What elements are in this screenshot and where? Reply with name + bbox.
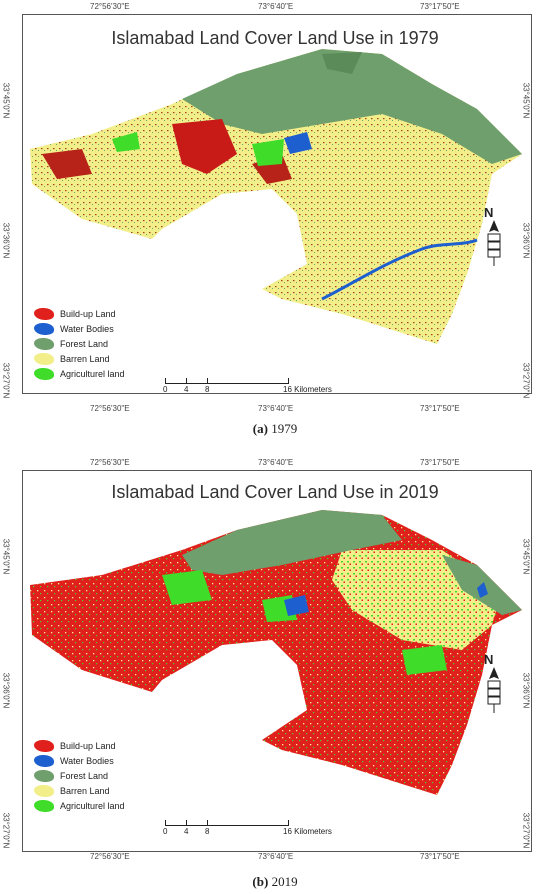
legend-item-agri: Agriculturel land xyxy=(34,366,125,381)
scale-label: 4 xyxy=(184,827,189,836)
top-tick-2: 73°6'40"E xyxy=(258,2,294,11)
north-arrow: N xyxy=(484,652,504,713)
left-tick-1: 33°45'0"N xyxy=(1,82,11,119)
legend-item-water: Water Bodies xyxy=(34,753,125,768)
barren-swatch xyxy=(34,352,54,365)
map-title: Islamabad Land Cover Land Use in 1979 xyxy=(111,28,439,48)
map-title: Islamabad Land Cover Land Use in 2019 xyxy=(111,482,439,502)
right-tick-3: 33°27'0"N xyxy=(521,362,531,399)
north-label: N xyxy=(484,652,494,667)
agri-swatch xyxy=(34,367,54,380)
forest-area xyxy=(182,510,402,575)
legend-item-forest: Forest Land xyxy=(34,768,125,783)
right-tick-1: 33°45'0"N xyxy=(521,82,531,119)
land-cover-map xyxy=(30,49,522,344)
figure-caption: (b) 2019 xyxy=(0,874,550,890)
buildup-area xyxy=(172,119,237,174)
legend-item-barren: Barren Land xyxy=(34,351,125,366)
top-tick-3: 73°17'50"E xyxy=(420,2,460,11)
bottom-tick-2: 73°6'40"E xyxy=(258,404,294,413)
legend-label: Water Bodies xyxy=(60,323,114,334)
top-tick-3: 73°17'50"E xyxy=(420,458,460,467)
legend-item-agri: Agriculturel land xyxy=(34,798,125,813)
legend-label: Forest Land xyxy=(60,338,109,349)
caption-letter: (a) xyxy=(252,421,268,436)
figure-caption: (a) 1979 xyxy=(0,421,550,437)
forest-area xyxy=(182,49,522,164)
legend-label: Water Bodies xyxy=(60,755,114,766)
barren-swatch xyxy=(34,784,54,797)
water-swatch xyxy=(34,322,54,335)
north-arrow: N xyxy=(484,205,504,266)
river xyxy=(321,238,478,301)
agri-area xyxy=(252,139,284,166)
water-swatch xyxy=(34,754,54,767)
top-tick-1: 72°56'30"E xyxy=(90,2,130,11)
land-cover-map xyxy=(30,510,522,795)
buildup-area xyxy=(42,149,92,179)
agri-area xyxy=(402,645,447,675)
buildup-swatch xyxy=(34,307,54,320)
agri-swatch xyxy=(34,799,54,812)
agri-area xyxy=(162,570,212,605)
agri-area xyxy=(112,132,140,152)
scale-label: 8 xyxy=(205,385,210,394)
right-tick-2: 33°36'0"N xyxy=(521,222,531,259)
legend-item-forest: Forest Land xyxy=(34,336,125,351)
right-tick-3: 33°27'0"N xyxy=(521,812,531,849)
compass-icon xyxy=(487,220,501,266)
water-body xyxy=(284,132,312,154)
top-tick-2: 73°6'40"E xyxy=(258,458,294,467)
left-tick-3: 33°27'0"N xyxy=(1,812,11,849)
scale-label: 0 xyxy=(163,385,168,394)
caption-letter: (b) xyxy=(252,874,269,889)
scale-label: 8 xyxy=(205,827,210,836)
left-tick-2: 33°36'0"N xyxy=(1,672,11,709)
legend-label: Build-up Land xyxy=(60,740,116,751)
scale-label: 16 Kilometers xyxy=(283,827,332,836)
legend-item-water: Water Bodies xyxy=(34,321,125,336)
forest-area xyxy=(322,52,362,74)
compass-icon xyxy=(487,667,501,713)
legend-label: Forest Land xyxy=(60,770,109,781)
right-tick-1: 33°45'0"N xyxy=(521,538,531,575)
panel-1979: 72°56'30"E 73°6'40"E 73°17'50"E Islamaba… xyxy=(0,0,550,445)
caption-text: 1979 xyxy=(271,421,298,436)
bottom-tick-3: 73°17'50"E xyxy=(420,404,460,413)
legend-label: Barren Land xyxy=(60,353,110,364)
forest-swatch xyxy=(34,769,54,782)
water-body xyxy=(284,595,309,616)
legend-item-buildup: Build-up Land xyxy=(34,306,125,321)
scale-label: 16 Kilometers xyxy=(283,385,332,394)
bottom-tick-2: 73°6'40"E xyxy=(258,852,294,861)
water-body xyxy=(477,582,488,598)
scale-bar: 0 4 8 16 Kilometers xyxy=(163,820,332,840)
scale-label: 4 xyxy=(184,385,189,394)
north-label: N xyxy=(484,205,494,220)
bottom-tick-1: 72°56'30"E xyxy=(90,852,130,861)
forest-swatch xyxy=(34,337,54,350)
bottom-tick-3: 73°17'50"E xyxy=(420,852,460,861)
legend: Build-up Land Water Bodies Forest Land B… xyxy=(34,306,125,381)
left-tick-1: 33°45'0"N xyxy=(1,538,11,575)
legend-item-buildup: Build-up Land xyxy=(34,738,125,753)
legend-label: Agriculturel land xyxy=(60,368,125,379)
legend-label: Build-up Land xyxy=(60,308,116,319)
panel-2019: 72°56'30"E 73°6'40"E 73°17'50"E Islamaba… xyxy=(0,456,550,894)
buildup-swatch xyxy=(34,739,54,752)
legend-label: Barren Land xyxy=(60,785,110,796)
legend-label: Agriculturel land xyxy=(60,800,125,811)
territory-shape xyxy=(30,49,522,344)
legend: Build-up Land Water Bodies Forest Land B… xyxy=(34,738,125,813)
right-tick-2: 33°36'0"N xyxy=(521,672,531,709)
top-tick-1: 72°56'30"E xyxy=(90,458,130,467)
scale-bar: 0 4 8 16 Kilometers xyxy=(163,378,332,398)
scale-label: 0 xyxy=(163,827,168,836)
left-tick-3: 33°27'0"N xyxy=(1,362,11,399)
legend-item-barren: Barren Land xyxy=(34,783,125,798)
bottom-tick-1: 72°56'30"E xyxy=(90,404,130,413)
left-tick-2: 33°36'0"N xyxy=(1,222,11,259)
caption-text: 2019 xyxy=(271,874,298,889)
